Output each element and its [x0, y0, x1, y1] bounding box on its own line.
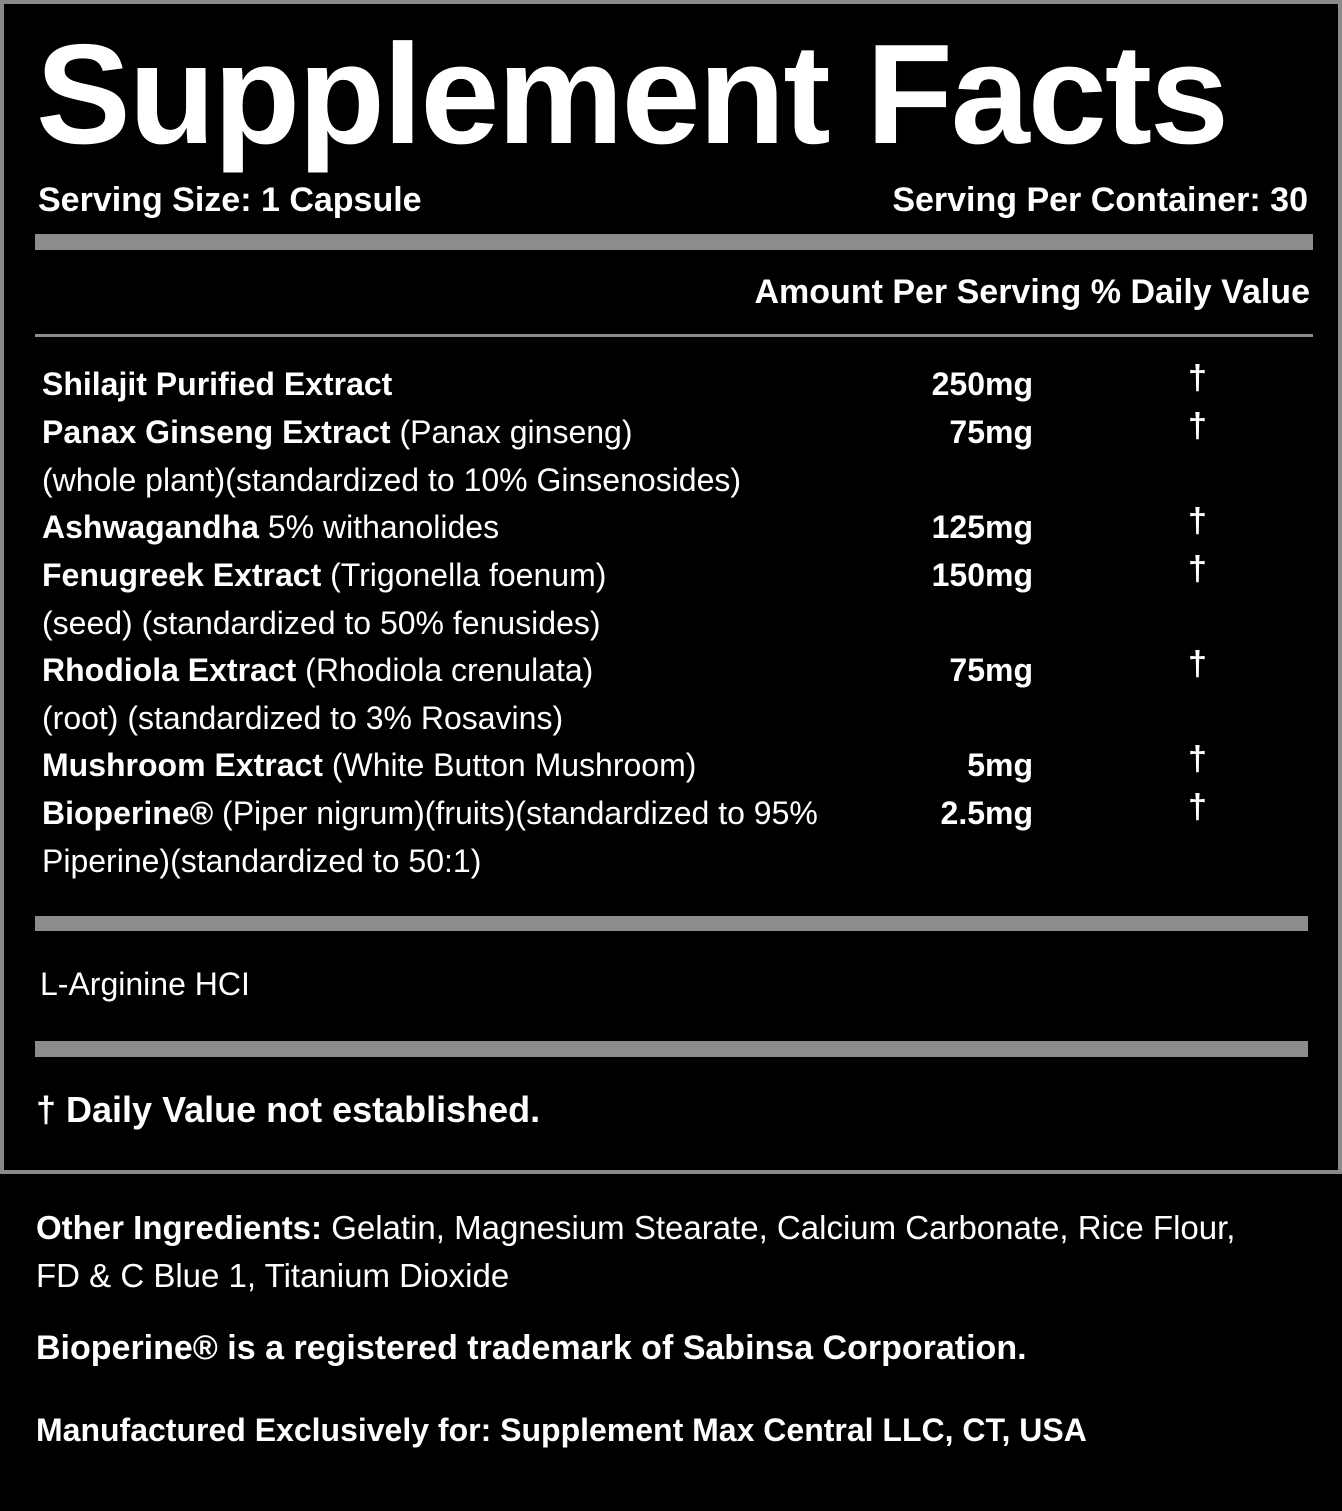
daily-value-dagger: †: [1188, 502, 1207, 540]
ingredient-name: Bioperine® (Piper nigrum)(fruits)(standa…: [42, 789, 818, 837]
ingredient-amount: 250mg: [931, 366, 1033, 402]
ingredient-amount: 150mg: [931, 557, 1033, 593]
serving-size: Serving Size: 1 Capsule: [38, 181, 422, 219]
daily-value-dagger: †: [1188, 740, 1207, 778]
ingredient-amount: 5mg: [967, 747, 1033, 783]
daily-value-dagger: †: [1188, 550, 1207, 588]
other-ingredients-text: Gelatin, Magnesium Stearate, Calcium Car…: [322, 1209, 1236, 1246]
divider-thick: [35, 234, 1313, 250]
ingredient-title: Rhodiola Extract: [42, 652, 297, 688]
ingredient-row: Rhodiola Extract (Rhodiola crenulata) 75m…: [42, 645, 1302, 694]
ingredient-title: Shilajit Purified Extract: [42, 366, 393, 402]
daily-value-dagger: †: [1188, 407, 1207, 445]
ingredient-title: Ashwagandha: [42, 509, 259, 545]
divider-thin: [35, 334, 1313, 337]
ingredient-title: Bioperine®: [42, 795, 214, 831]
ingredient-desc: (Panax ginseng): [390, 414, 633, 450]
ingredient-desc-cont: Piperine)(standardized to 50:1): [42, 843, 482, 879]
ingredient-amount: 75mg: [949, 652, 1033, 688]
column-header: Amount Per Serving % Daily Value: [754, 273, 1310, 311]
ingredient-row: Fenugreek Extract (Trigonella foenum) 150…: [42, 550, 1302, 599]
ingredient-desc: 5% withanolides: [258, 509, 500, 545]
daily-value-dagger: †: [1188, 645, 1207, 683]
ingredient-amount: 2.5mg: [940, 795, 1033, 831]
other-ingredients-label: Other Ingredients:: [36, 1209, 323, 1246]
ingredient-desc-cont: (seed) (standardized to 50% fenusides): [42, 605, 601, 641]
ingredient-desc-cont: (whole plant)(standardized to 10% Ginsen…: [42, 462, 742, 498]
ingredient-row: Mushroom Extract (White Button Mushroom)…: [42, 740, 1302, 789]
ingredient-name: Panax Ginseng Extract (Panax ginseng): [42, 408, 633, 456]
supplement-facts-panel: [0, 0, 1342, 1174]
ingredient-row-cont: (root) (standardized to 3% Rosavins): [42, 694, 1302, 742]
ingredient-title: Fenugreek Extract: [42, 557, 322, 593]
ingredient-row: Shilajit Purified Extract 250mg †: [42, 359, 1302, 408]
ingredient-name: Mushroom Extract (White Button Mushroom): [42, 741, 696, 789]
ingredient-name: Fenugreek Extract (Trigonella foenum): [42, 551, 606, 599]
ingredient-desc: (Trigonella foenum): [321, 557, 607, 593]
ingredient-name: Rhodiola Extract (Rhodiola crenulata): [42, 646, 593, 694]
ingredient-name: Shilajit Purified Extract: [42, 360, 392, 408]
ingredient-title: Panax Ginseng Extract: [42, 414, 391, 450]
ingredient-row-cont: (seed) (standardized to 50% fenusides): [42, 599, 1302, 647]
ingredient-amount: 75mg: [949, 414, 1033, 450]
daily-value-dagger: †: [1188, 788, 1207, 826]
trademark-notice: Bioperine® is a registered trademark of …: [36, 1329, 1027, 1367]
ingredient-desc: (Piper nigrum)(fruits)(standardized to 9…: [213, 795, 818, 831]
manufacturer: Manufactured Exclusively for: Supplement…: [36, 1412, 1087, 1448]
other-blend: L-Arginine HCI: [40, 966, 250, 1002]
ingredient-amount: 125mg: [931, 509, 1033, 545]
ingredient-row-cont: Piperine)(standardized to 50:1): [42, 837, 1302, 885]
divider-thick: [35, 916, 1308, 931]
servings-per-container: Serving Per Container: 30: [892, 181, 1308, 219]
ingredient-desc-cont: (root) (standardized to 3% Rosavins): [42, 700, 564, 736]
ingredient-title: Mushroom Extract: [42, 747, 323, 783]
ingredient-row-cont: (whole plant)(standardized to 10% Ginsen…: [42, 456, 1302, 504]
daily-value-dagger: †: [1188, 359, 1207, 397]
ingredient-row: Bioperine® (Piper nigrum)(fruits)(standa…: [42, 788, 1302, 837]
ingredient-name: Ashwagandha 5% withanolides: [42, 503, 499, 551]
ingredient-row: Panax Ginseng Extract (Panax ginseng) 75m…: [42, 407, 1302, 456]
other-ingredients: Other Ingredients: Gelatin, Magnesium St…: [36, 1204, 1235, 1252]
panel-title: Supplement Facts: [36, 15, 1229, 174]
footnote: † Daily Value not established.: [36, 1089, 541, 1130]
ingredient-desc: (White Button Mushroom): [322, 747, 697, 783]
ingredient-row: Ashwagandha 5% withanolides 125mg †: [42, 502, 1302, 551]
divider-thick: [35, 1041, 1308, 1057]
other-ingredients-line2: FD & C Blue 1, Titanium Dioxide: [36, 1257, 510, 1294]
ingredient-desc: (Rhodiola crenulata): [296, 652, 594, 688]
